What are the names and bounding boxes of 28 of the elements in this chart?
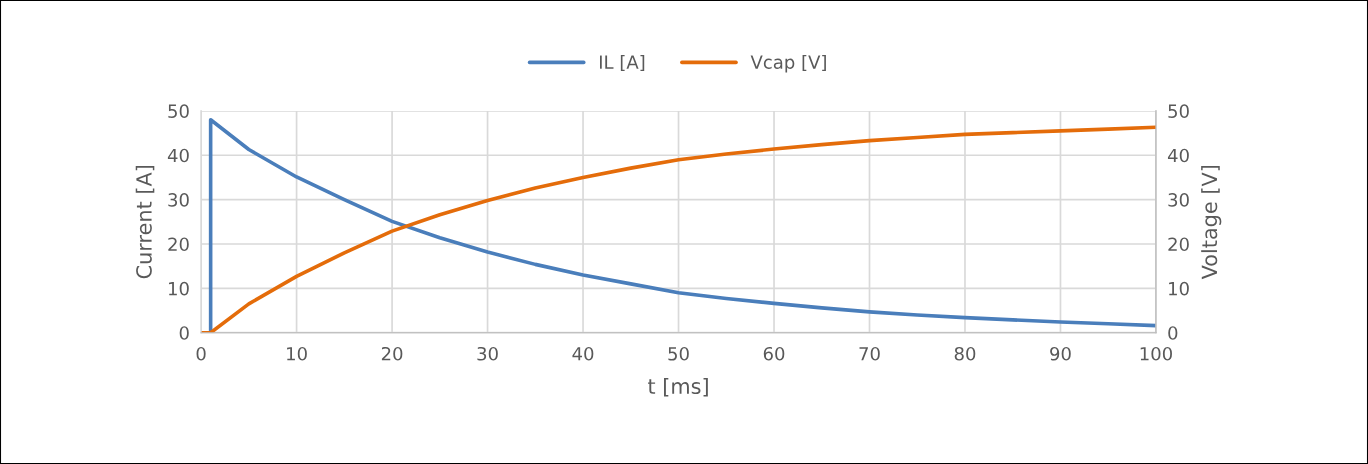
- y-tick-label: 40: [167, 148, 189, 163]
- x-axis-title: t [ms]: [647, 377, 708, 397]
- x-tick-label: 0: [196, 346, 206, 361]
- x-tick-label: 60: [763, 346, 785, 361]
- legend-label: IL [A]: [599, 54, 645, 72]
- y-axis-title: Current [A]: [135, 165, 155, 279]
- y-tick-label: 30: [168, 193, 189, 207]
- x-tick-label: 70: [859, 346, 880, 361]
- y2-axis-title: Voltage [V]: [1201, 165, 1222, 280]
- x-tick-label: 90: [1050, 346, 1071, 361]
- x-tick-label: 10: [287, 346, 307, 361]
- x-tick-label: 30: [477, 346, 498, 361]
- x-tick-label: 100: [1140, 346, 1172, 361]
- x-tick-label: 40: [572, 346, 594, 361]
- y2-tick-label: 20: [1168, 237, 1189, 252]
- y-tick-label: 20: [168, 237, 189, 252]
- y2-tick-label: 10: [1169, 281, 1189, 296]
- y-tick-label: 50: [168, 104, 189, 119]
- legend-label: Vcap [V]: [750, 54, 826, 73]
- x-tick-label: 80: [954, 346, 976, 361]
- x-tick-label: 50: [668, 346, 689, 361]
- y-tick-label: 10: [168, 281, 189, 296]
- x-tick-label: 20: [381, 346, 403, 361]
- y2-tick-label: 50: [1168, 104, 1189, 119]
- y-tick-label: 0: [179, 326, 189, 340]
- y2-tick-label: 30: [1168, 193, 1189, 207]
- y2-tick-label: 0: [1168, 326, 1178, 340]
- y2-tick-label: 40: [1167, 148, 1189, 163]
